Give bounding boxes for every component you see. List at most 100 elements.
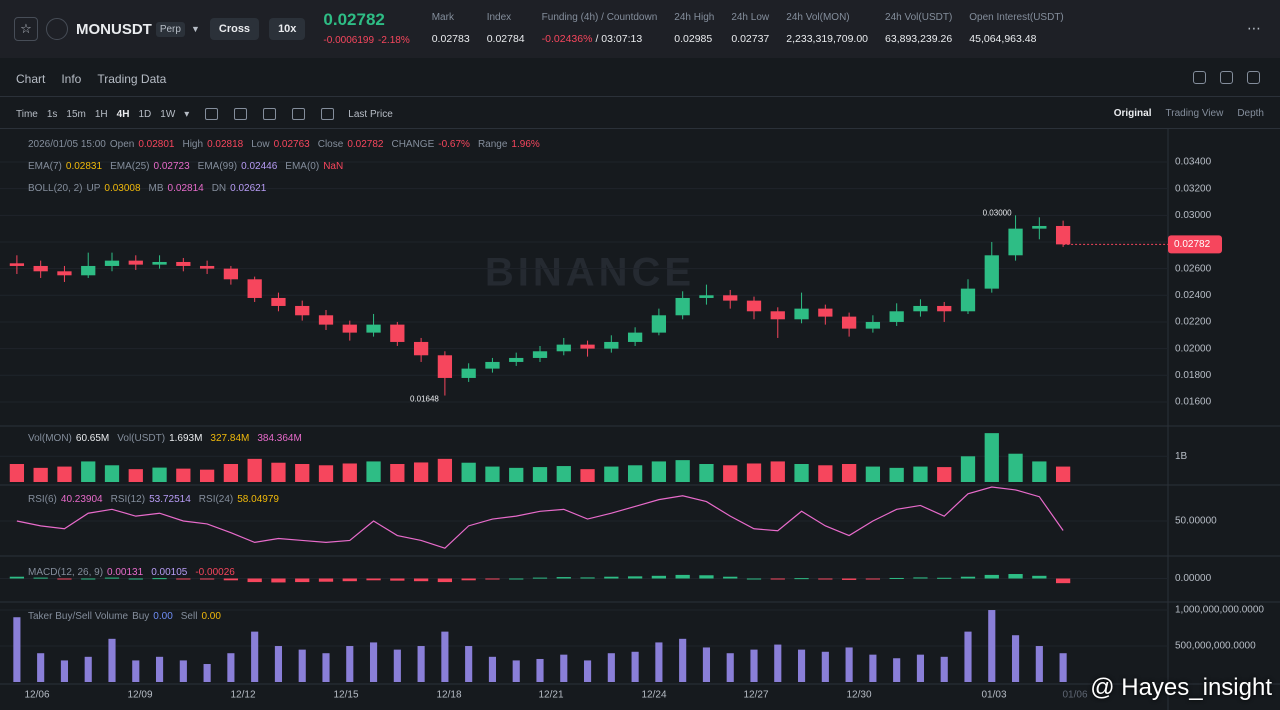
taker-bar (988, 610, 996, 682)
candle-body (342, 324, 357, 333)
price-type[interactable]: Last Price (348, 108, 393, 120)
taker-bar (369, 642, 378, 682)
taker-bar (821, 651, 829, 682)
y-tick-label: 1,000,000,000.0000 (1175, 605, 1264, 616)
taker-bar (940, 656, 948, 682)
tool-button[interactable] (321, 108, 335, 120)
volume-bar (33, 467, 48, 482)
tool-button[interactable] (205, 108, 219, 120)
volume-bar (247, 458, 262, 482)
candle-body (485, 361, 500, 369)
view-button[interactable]: Original (1113, 108, 1152, 119)
favorite-button[interactable]: ☆ (14, 17, 38, 41)
macd-bar (9, 576, 25, 579)
macd-bar (699, 575, 714, 579)
macd-bar (604, 576, 619, 579)
candle-body (295, 305, 310, 316)
macd-bar (461, 578, 476, 581)
x-tick-label: 12/18 (436, 690, 461, 701)
tool-button[interactable] (234, 108, 248, 120)
interval-button[interactable]: 1D (138, 108, 152, 120)
tool-button[interactable] (263, 108, 277, 120)
candle-body (580, 344, 595, 349)
taker-bar (251, 631, 259, 682)
candle-body (1008, 228, 1023, 256)
legend-value: 0.00105 (151, 567, 188, 578)
candle-body (937, 305, 952, 312)
more-button[interactable]: ⋯ (1247, 20, 1262, 36)
taker-bar (227, 653, 235, 682)
ticker-stat: Open Interest(USDT) 45,064,963.48 (969, 12, 1063, 47)
tool-button[interactable] (292, 108, 306, 120)
taker-bar (298, 649, 306, 682)
view-button[interactable]: Trading View (1165, 108, 1224, 119)
legend-label: RSI(6) (28, 494, 57, 505)
legend-value: 0.00131 (107, 567, 144, 578)
chart-tab[interactable]: Trading Data (97, 72, 167, 86)
leverage-button[interactable]: 10x (269, 18, 306, 40)
symbol-dropdown[interactable]: ▼ (190, 24, 200, 34)
interval-button[interactable]: 1s (46, 108, 58, 120)
macd-bar (295, 578, 310, 583)
view-button[interactable]: Depth (1237, 108, 1264, 119)
close-button[interactable] (1247, 71, 1260, 84)
candle-body (247, 279, 262, 298)
candle-body (532, 351, 548, 358)
interval-dropdown[interactable]: ▾ (184, 108, 190, 120)
stat-label: Open Interest(USDT) (969, 11, 1064, 23)
x-tick-label: 12/06 (24, 690, 49, 701)
volume-bar (723, 465, 738, 482)
high-annotation: 0.03000 (983, 208, 1012, 217)
legend-value: 0.02723 (153, 161, 190, 172)
interval-button: Time (16, 108, 38, 120)
volume-bar (889, 467, 904, 482)
symbol[interactable]: MONUSDT (76, 20, 152, 38)
ticker-stat: 24h Vol(MON) 2,233,319,709.00 (786, 12, 868, 47)
macd-bar (889, 577, 904, 579)
fullscreen-button[interactable] (1220, 71, 1233, 84)
ticker-stat: Index 0.02784 (487, 12, 525, 47)
legend-label: MACD(12, 26, 9) (28, 567, 104, 578)
x-tick-label: 12/27 (743, 690, 768, 701)
stat-value: 63,893,239.26 (885, 32, 953, 45)
taker-bar (37, 653, 45, 682)
interval-button[interactable]: 1W (160, 108, 176, 120)
volume-bar (675, 460, 690, 482)
coin-icon (46, 18, 68, 40)
legend-label: Vol(MON) (28, 433, 72, 444)
legend-value: 58.04979 (237, 494, 279, 505)
candle-body (960, 288, 976, 312)
macd-bar (913, 577, 928, 579)
interval-button[interactable]: 1H (94, 108, 108, 120)
candle-body (199, 265, 215, 269)
legend-label: EMA(0) (285, 161, 320, 172)
macd-bar (532, 577, 548, 579)
legend-label: UP (86, 183, 101, 194)
volume-bar (318, 465, 334, 482)
chart-tab[interactable]: Info (61, 72, 82, 86)
candle-body (33, 265, 48, 272)
legend-label: Buy (132, 611, 150, 622)
volume-bar (1055, 466, 1071, 482)
legend-label: RSI(12) (110, 494, 146, 505)
legend-value: 0.02446 (241, 161, 278, 172)
macd-bar (223, 578, 239, 581)
legend-value: -0.00026 (195, 567, 235, 578)
interval-button[interactable]: 15m (66, 108, 86, 120)
interval-button[interactable]: 4H (116, 108, 130, 120)
macd-bar (413, 578, 429, 582)
stat-label: 24h High (674, 11, 715, 23)
margin-mode-button[interactable]: Cross (209, 18, 260, 40)
chart-toolbar: Time 1s 15m 1H 4H 1D 1W ▾ Last Price Original Trad… (0, 100, 1280, 129)
chart-tab[interactable]: Chart (16, 72, 46, 86)
macd-bar (556, 577, 571, 579)
volume-bar (699, 464, 714, 482)
candle-body (627, 332, 643, 342)
macd-bar (794, 578, 809, 580)
volume-bar (556, 466, 571, 482)
candle-body (366, 324, 381, 333)
alert-button[interactable] (1193, 71, 1206, 84)
volume-bar (9, 464, 25, 482)
volume-bar (413, 462, 429, 482)
